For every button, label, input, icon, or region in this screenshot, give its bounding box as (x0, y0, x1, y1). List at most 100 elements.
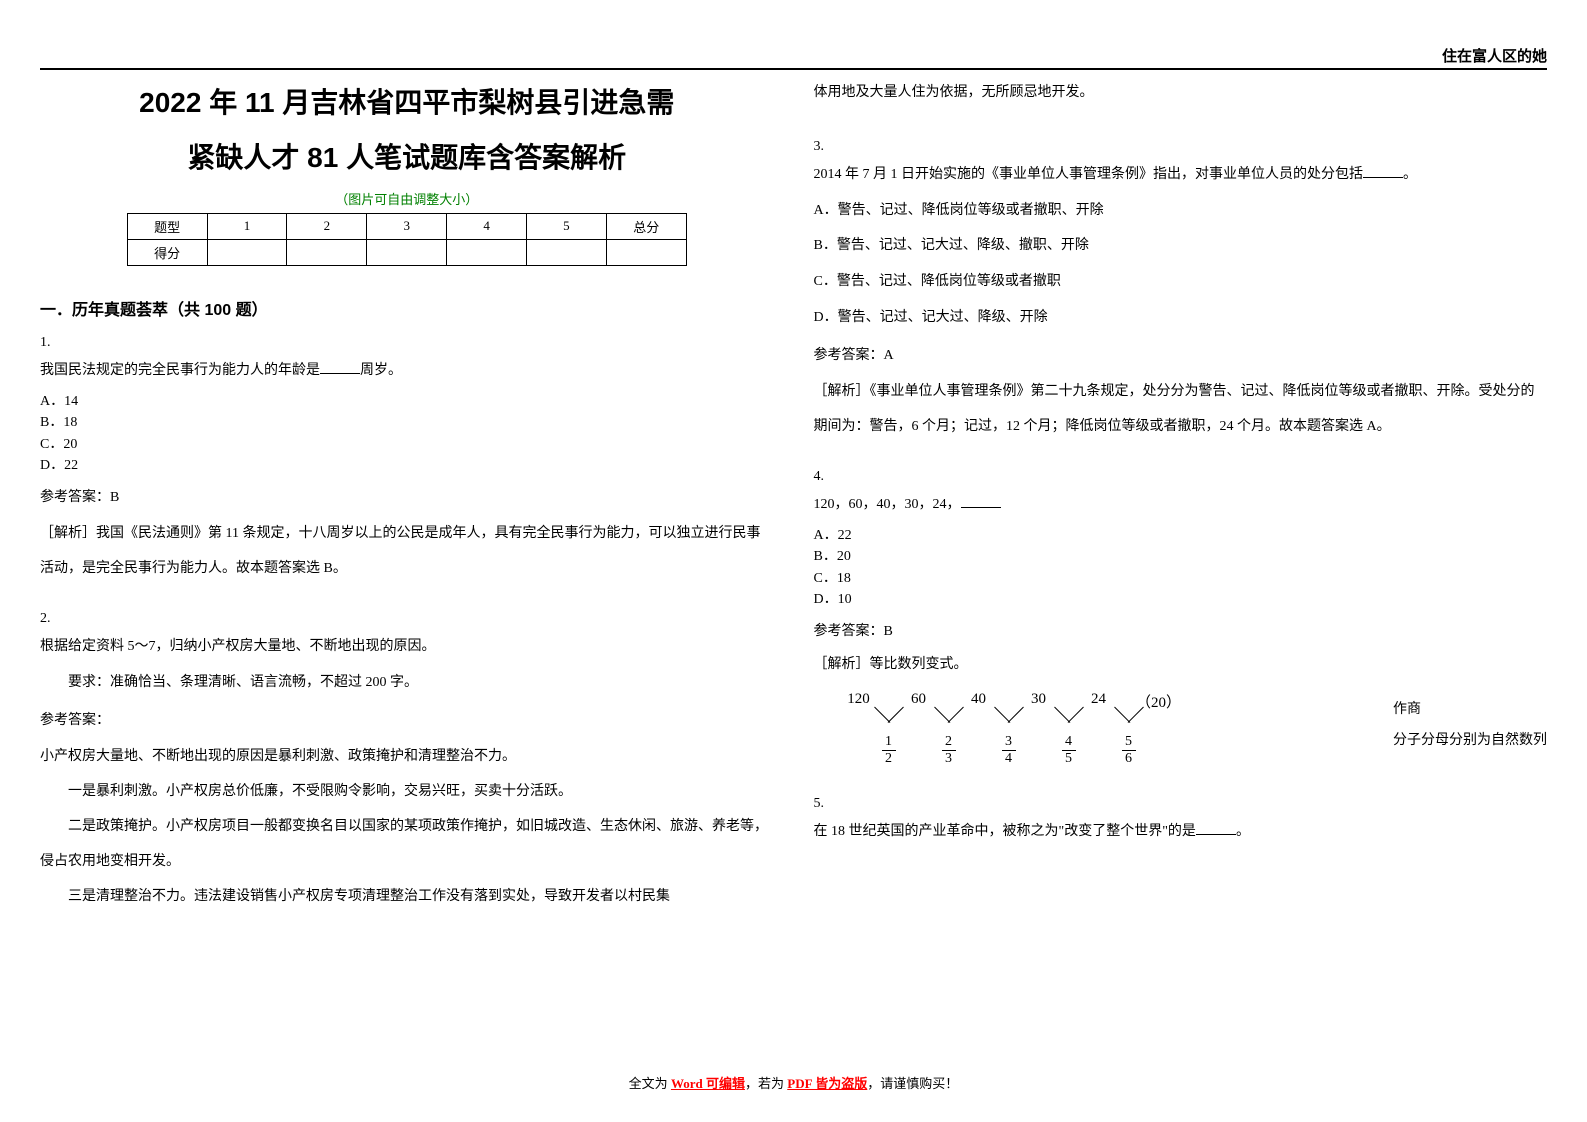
q3-opt-a: A．警告、记过、降低岗位等级或者撤职、开除 (814, 196, 1548, 227)
q2-p3: 二是政策掩护。小产权房项目一般都变换名目以国家的某项政策作掩护，如旧城改造、生态… (40, 809, 774, 879)
side-l1: 作商 (1393, 695, 1547, 726)
frac-n: 4 (1062, 734, 1076, 751)
q3-text: 2014 年 7 月 1 日开始实施的《事业单位人事管理条例》指出，对事业单位人… (814, 160, 1548, 191)
q2-p2: 一是暴利刺激。小产权房总价低廉，不受限购令影响，交易兴旺，买卖十分活跃。 (40, 774, 774, 809)
th-4: 4 (447, 213, 527, 239)
q3-num: 3. (814, 139, 1548, 155)
section-header: 一．历年真题荟萃（共 100 题） (40, 296, 774, 320)
q2-answer: 参考答案： (40, 709, 774, 729)
score-table: 题型 1 2 3 4 5 总分 得分 (127, 213, 687, 266)
th-type: 题型 (127, 213, 207, 239)
q1-opt-b: B．18 (40, 413, 774, 433)
footer-word-link: Word 可编辑 (671, 1076, 745, 1091)
question-3: 3. 2014 年 7 月 1 日开始实施的《事业单位人事管理条例》指出，对事业… (814, 139, 1548, 444)
q1-opt-c: C．20 (40, 435, 774, 455)
frac-d: 3 (945, 751, 952, 767)
frac-0: 12 (859, 734, 919, 767)
td-score-label: 得分 (127, 239, 207, 265)
frac-d: 6 (1125, 751, 1132, 767)
td-empty (447, 239, 527, 265)
sequence-diagram: 120 60 40 30 24 （20） 12 23 34 (829, 691, 1229, 771)
frac-1: 23 (919, 734, 979, 767)
q5-text-b: 。 (1236, 824, 1250, 839)
th-5: 5 (526, 213, 606, 239)
q4-answer: 参考答案：B (814, 620, 1548, 640)
q3-text-a: 2014 年 7 月 1 日开始实施的《事业单位人事管理条例》指出，对事业单位人… (814, 167, 1364, 182)
question-2: 2. 根据给定资料 5～7，归纳小产权房大量地、不断地出现的原因。 要求：准确恰… (40, 611, 774, 914)
q4-text-a: 120，60，40，30，24， (814, 497, 961, 512)
blank-fill (320, 360, 360, 374)
q4-explain: ［解析］等比数列变式。 (814, 650, 1548, 681)
q1-text-a: 我国民法规定的完全民事行为能力人的年龄是 (40, 363, 320, 378)
q1-opt-a: A．14 (40, 392, 774, 412)
blank-fill (1196, 821, 1236, 835)
col2-continuation: 体用地及大量人住为依据，无所顾忌地开发。 (814, 78, 1548, 109)
footer-b: ，若为 (745, 1076, 787, 1091)
q1-answer: 参考答案：B (40, 486, 774, 506)
frac-2: 34 (979, 734, 1039, 767)
q4-opt-c: C．18 (814, 569, 1548, 589)
q4-num: 4. (814, 469, 1548, 485)
td-empty (287, 239, 367, 265)
q1-text: 我国民法规定的完全民事行为能力人的年龄是周岁。 (40, 356, 774, 387)
q3-opt-c: C．警告、记过、降低岗位等级或者撤职 (814, 267, 1548, 298)
q4-opt-b: B．20 (814, 547, 1548, 567)
q3-text-b: 。 (1403, 167, 1417, 182)
frac-n: 3 (1002, 734, 1016, 751)
blank-fill (1363, 164, 1403, 178)
subtitle: （图片可自由调整大小） (40, 189, 774, 208)
frac-4: 56 (1099, 734, 1159, 767)
q4-text: 120，60，40，30，24， (814, 490, 1548, 521)
right-column: 体用地及大量人住为依据，无所顾忌地开发。 3. 2014 年 7 月 1 日开始… (794, 78, 1548, 939)
footer-notice: 全文为 Word 可编辑，若为 PDF 皆为盗版，请谨慎购买！ (0, 1073, 1587, 1092)
header-right-text: 住在富人区的她 (1442, 45, 1547, 66)
td-empty (606, 239, 686, 265)
q3-explain: ［解析］《事业单位人事管理条例》第二十九条规定，处分分为警告、记过、降低岗位等级… (814, 374, 1548, 444)
q3-answer: 参考答案：A (814, 344, 1548, 364)
q3-opt-b: B．警告、记过、记大过、降级、撤职、开除 (814, 231, 1548, 262)
frac-d: 5 (1065, 751, 1072, 767)
side-l2: 分子分母分别为自然数列 (1393, 726, 1547, 757)
v-shape (1039, 709, 1099, 729)
frac-n: 1 (882, 734, 896, 751)
footer-a: 全文为 (629, 1076, 671, 1091)
frac-n: 5 (1122, 734, 1136, 751)
q5-text: 在 18 世纪英国的产业革命中，被称之为"改变了整个世界"的是 。 (814, 817, 1548, 848)
q5-text-a: 在 18 世纪英国的产业革命中，被称之为"改变了整个世界"的是 (814, 824, 1196, 839)
td-empty (526, 239, 606, 265)
th-1: 1 (207, 213, 287, 239)
left-column: 2022 年 11 月吉林省四平市梨树县引进急需 紧缺人才 81 人笔试题库含答… (40, 78, 794, 939)
diagram-v-connectors (859, 709, 1159, 729)
footer-pdf-link: PDF 皆为盗版 (787, 1076, 867, 1091)
q1-num: 1. (40, 335, 774, 351)
th-2: 2 (287, 213, 367, 239)
td-empty (207, 239, 287, 265)
frac-d: 2 (885, 751, 892, 767)
v-shape (979, 709, 1039, 729)
q3-opt-d: D．警告、记过、记大过、降级、开除 (814, 303, 1548, 334)
q4-opt-d: D．10 (814, 590, 1548, 610)
q2-p1: 小产权房大量地、不断地出现的原因是暴利刺激、政策掩护和清理整治不力。 (40, 739, 774, 774)
blank-fill (961, 494, 1001, 508)
q5-num: 5. (814, 796, 1548, 812)
q2-req: 要求：准确恰当、条理清晰、语言流畅，不超过 200 字。 (40, 668, 774, 699)
q2-p4: 三是清理整治不力。违法建设销售小产权房专项清理整治工作没有落到实处，导致开发者以… (40, 879, 774, 914)
v-shape (1099, 709, 1159, 729)
q1-opt-d: D．22 (40, 456, 774, 476)
q2-text: 根据给定资料 5～7，归纳小产权房大量地、不断地出现的原因。 (40, 632, 774, 663)
q4-opt-a: A．22 (814, 526, 1548, 546)
question-5: 5. 在 18 世纪英国的产业革命中，被称之为"改变了整个世界"的是 。 (814, 796, 1548, 848)
footer-c: ，请谨慎购买！ (867, 1076, 958, 1091)
td-empty (367, 239, 447, 265)
table-row: 题型 1 2 3 4 5 总分 (127, 213, 686, 239)
q1-explain: ［解析］我国《民法通则》第 11 条规定，十八周岁以上的公民是成年人，具有完全民… (40, 516, 774, 586)
question-1: 1. 我国民法规定的完全民事行为能力人的年龄是周岁。 A．14 B．18 C．2… (40, 335, 774, 586)
header-divider (40, 68, 1547, 70)
frac-n: 2 (942, 734, 956, 751)
two-column-layout: 2022 年 11 月吉林省四平市梨树县引进急需 紧缺人才 81 人笔试题库含答… (0, 0, 1587, 939)
table-row: 得分 (127, 239, 686, 265)
doc-title-line2: 紧缺人才 81 人笔试题库含答案解析 (40, 133, 774, 183)
doc-title-line1: 2022 年 11 月吉林省四平市梨树县引进急需 (40, 78, 774, 128)
frac-d: 4 (1005, 751, 1012, 767)
q2-num: 2. (40, 611, 774, 627)
